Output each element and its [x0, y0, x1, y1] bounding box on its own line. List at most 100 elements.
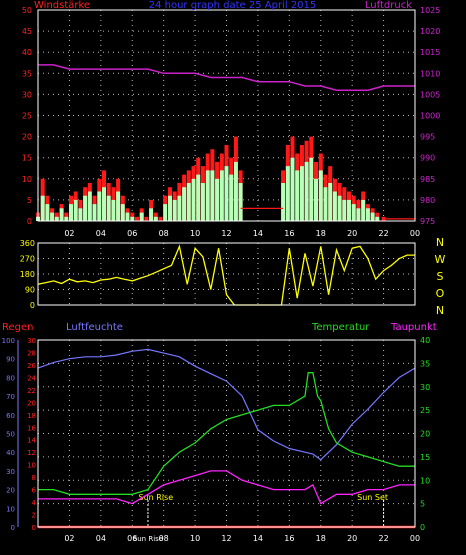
- dewpoint-label: Taupunkt: [390, 322, 437, 333]
- rain-label: Regen: [2, 322, 34, 333]
- panel3-x-tick: 00: [410, 534, 420, 543]
- panel1-right-tick: 1010: [420, 69, 440, 78]
- rain-tick: 6: [32, 487, 37, 495]
- sun-set-label: Sun Set: [357, 493, 388, 502]
- humidity-tick: 30: [6, 468, 15, 476]
- panel1-x-tick: 12: [221, 229, 231, 238]
- humidity-tick: 80: [6, 374, 15, 382]
- temperature-tick: 40: [420, 336, 430, 345]
- temperature-tick: 10: [420, 476, 430, 485]
- panel1-x-tick: 04: [96, 229, 106, 238]
- panel1-left-tick: 25: [22, 112, 32, 121]
- temperature-tick: 30: [420, 383, 430, 392]
- panel2-compass-letter: O: [436, 287, 445, 300]
- temperature-tick: 20: [420, 430, 430, 439]
- rain-tick: 26: [27, 362, 36, 370]
- panel3-x-tick: 02: [64, 534, 74, 543]
- panel1-left-label: Windstärke: [34, 0, 90, 11]
- rain-tick: 22: [27, 387, 36, 395]
- humidity-tick: 20: [6, 487, 15, 495]
- temperature-line: [38, 372, 415, 495]
- sun-rise-label: Sun Rise: [138, 493, 173, 502]
- panel1-right-tick: 990: [420, 154, 435, 163]
- rain-tick: 24: [27, 374, 36, 382]
- wind-direction-line: [37, 244, 415, 306]
- rain-tick: 8: [32, 474, 36, 482]
- panel1-right-tick: 1000: [420, 112, 440, 121]
- humidity-label: Luftfeuchte: [66, 322, 123, 333]
- panel2-compass-letter: N: [436, 236, 444, 249]
- panel1-title: 24 hour graph date 25 April 2015: [149, 0, 317, 11]
- panel3-x-tick: 20: [347, 534, 357, 543]
- panel1-left-tick: 5: [27, 196, 32, 205]
- rain-tick: 12: [27, 449, 36, 457]
- panel1-left-tick: 15: [22, 154, 32, 163]
- temperature-tick: 5: [420, 500, 425, 509]
- humidity-tick: 60: [6, 412, 15, 420]
- humidity-tick: 90: [6, 356, 15, 364]
- panel1-x-tick: 10: [190, 229, 200, 238]
- panel1-right-tick: 1020: [420, 27, 440, 36]
- panel2-compass-letter: N: [436, 304, 444, 317]
- panel3-x-tick: 14: [253, 534, 263, 543]
- panel1-left-tick: 50: [22, 6, 32, 15]
- panel3-frame: [37, 339, 416, 528]
- panel1-x-tick: 06: [127, 229, 137, 238]
- panel1-left-tick: 20: [22, 133, 32, 142]
- rain-tick: 18: [27, 412, 36, 420]
- dewpoint-line: [38, 470, 415, 505]
- panel2-frame: [37, 242, 416, 306]
- panel1-x-tick: 22: [378, 229, 388, 238]
- rain-tick: 2: [32, 512, 36, 520]
- rain-tick: 14: [27, 437, 36, 445]
- panel1-frame: [37, 9, 416, 222]
- rain-tick: 10: [27, 462, 36, 470]
- panel1-left-tick: 40: [22, 48, 32, 57]
- humidity-tick: 10: [6, 505, 15, 513]
- panel1-right-tick: 980: [420, 196, 435, 205]
- panel1-left-tick: 30: [22, 90, 32, 99]
- temperature-tick: 35: [420, 359, 430, 368]
- panel1-x-tick: 02: [64, 229, 74, 238]
- panel1-left-tick: 0: [27, 217, 32, 226]
- rain-tick: 28: [27, 349, 36, 357]
- panel2-left-tick: 90: [25, 286, 35, 295]
- panel1-left-tick: 35: [22, 69, 32, 78]
- temperature-tick: 25: [420, 406, 430, 415]
- panel1-right-label: Luftdruck: [365, 0, 412, 11]
- temperature-tick: 0: [420, 523, 425, 532]
- panel1-right-tick: 985: [420, 175, 435, 184]
- panel3-x-tick: 22: [378, 534, 388, 543]
- humidity-tick: 70: [6, 393, 15, 401]
- rain-tick: 16: [27, 424, 36, 432]
- rain-tick: 20: [27, 399, 36, 407]
- panel2-compass-letter: W: [435, 253, 446, 266]
- humidity-tick: 0: [11, 524, 15, 532]
- panel2-compass-letter: S: [437, 270, 444, 283]
- panel1-right-tick: 975: [420, 217, 435, 226]
- rain-tick: 30: [27, 337, 36, 345]
- panel1-x-tick: 16: [284, 229, 294, 238]
- panel3-x-tick: 16: [284, 534, 294, 543]
- temperature-label: Temperatur: [311, 322, 370, 333]
- panel1-x-tick: 20: [347, 229, 357, 238]
- panel1-x-tick: 18: [316, 229, 326, 238]
- rain-tick: 4: [32, 499, 37, 507]
- panel2-left-tick: 0: [30, 301, 35, 310]
- panel3-x-tick: Sun Rise: [133, 535, 163, 543]
- panel1-left-tick: 10: [22, 175, 32, 184]
- panel1-x-tick: 00: [410, 229, 420, 238]
- rain-tick: 0: [32, 524, 36, 532]
- panel2-left-tick: 270: [20, 255, 35, 264]
- panel1-x-tick: 14: [253, 229, 263, 238]
- panel3-x-tick: 10: [190, 534, 200, 543]
- panel3-x-tick: 18: [316, 534, 326, 543]
- panel2-left-tick: 360: [20, 239, 35, 248]
- panel1-right-tick: 1005: [420, 90, 440, 99]
- panel3-x-tick: 04: [96, 534, 106, 543]
- panel1-right-tick: 1015: [420, 48, 440, 57]
- temperature-tick: 15: [420, 453, 430, 462]
- panel2-left-tick: 180: [20, 270, 35, 279]
